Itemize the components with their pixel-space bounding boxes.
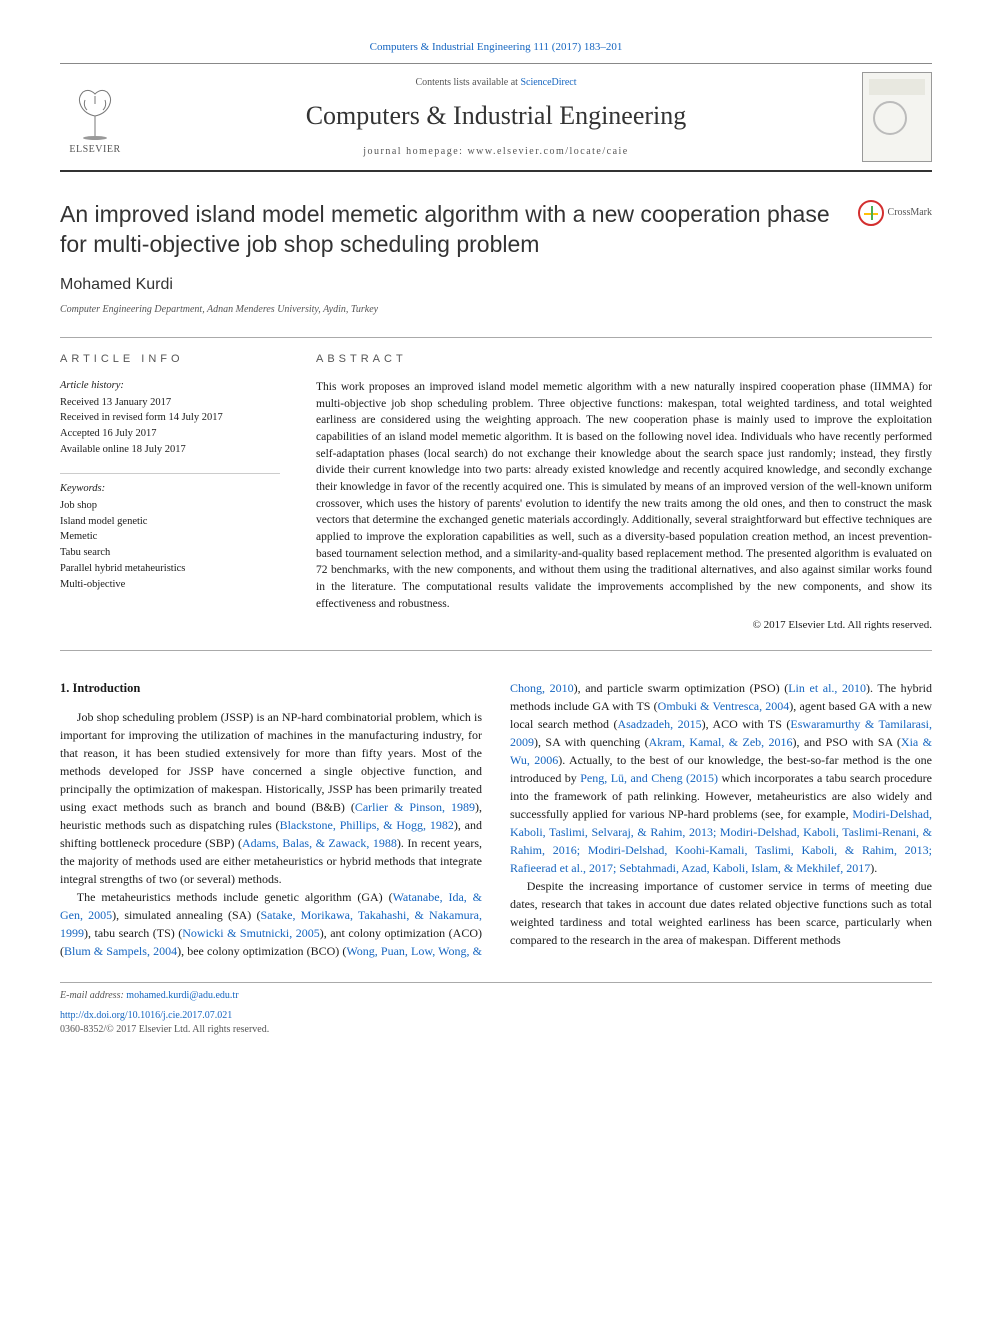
abstract-heading: ABSTRACT (316, 352, 932, 367)
article-info-block: ARTICLE INFO Article history: Received 1… (60, 352, 280, 634)
abstract-text: This work proposes an improved island mo… (316, 379, 932, 612)
keyword: Parallel hybrid metaheuristics (60, 562, 280, 577)
history-online: Available online 18 July 2017 (60, 443, 280, 458)
article-info-heading: ARTICLE INFO (60, 352, 280, 367)
body-text: ), SA with quenching ( (534, 735, 649, 749)
body-text: ), and particle swarm optimization (PSO)… (574, 681, 789, 695)
citation-link[interactable]: Lin et al., 2010 (788, 681, 866, 695)
author-affiliation: Computer Engineering Department, Adnan M… (60, 303, 932, 317)
author-name: Mohamed Kurdi (60, 274, 932, 296)
contents-prefix: Contents lists available at (415, 77, 520, 88)
crossmark-badge[interactable]: CrossMark (858, 200, 932, 226)
keyword: Job shop (60, 499, 280, 514)
crossmark-icon (858, 200, 884, 226)
body-columns: 1. Introduction Job shop scheduling prob… (60, 679, 932, 960)
history-accepted: Accepted 16 July 2017 (60, 427, 280, 442)
citation-link[interactable]: Blackstone, Phillips, & Hogg, 1982 (280, 818, 454, 832)
citation-link[interactable]: Blum & Sampels, 2004 (64, 944, 177, 958)
body-text: ), simulated annealing (SA) ( (112, 908, 260, 922)
journal-cover-thumb (862, 72, 932, 162)
keyword: Multi-objective (60, 578, 280, 593)
body-text: ), tabu search (TS) ( (84, 926, 182, 940)
history-label: Article history: (60, 379, 280, 394)
body-text: ). (870, 861, 877, 875)
history-received: Received 13 January 2017 (60, 396, 280, 411)
journal-homepage: journal homepage: www.elsevier.com/locat… (130, 145, 862, 159)
page-footer: E-mail address: mohamed.kurdi@adu.edu.tr… (60, 982, 932, 1037)
citation-link[interactable]: Asadzadeh, 2015 (617, 717, 701, 731)
journal-name: Computers & Industrial Engineering (130, 98, 862, 134)
elsevier-logo: ELSEVIER (60, 77, 130, 157)
section-heading-intro: 1. Introduction (60, 679, 482, 698)
elsevier-tree-icon (65, 86, 125, 141)
body-text: ), ACO with TS ( (702, 717, 791, 731)
issn-copyright: 0360-8352/© 2017 Elsevier Ltd. All right… (60, 1024, 269, 1035)
body-text: ), and PSO with SA ( (793, 735, 901, 749)
page-citation: Computers & Industrial Engineering 111 (… (60, 40, 932, 55)
keywords-label: Keywords: (60, 482, 280, 497)
author-email[interactable]: mohamed.kurdi@adu.edu.tr (126, 990, 238, 1001)
crossmark-label: CrossMark (888, 206, 932, 220)
citation-link[interactable]: Adams, Balas, & Zawack, 1988 (242, 836, 397, 850)
email-label: E-mail address: (60, 990, 126, 1001)
history-revised: Received in revised form 14 July 2017 (60, 411, 280, 426)
citation-link[interactable]: Carlier & Pinson, 1989 (355, 800, 475, 814)
body-text: Job shop scheduling problem (JSSP) is an… (60, 710, 482, 814)
publisher-name: ELSEVIER (69, 143, 120, 157)
keyword: Island model genetic (60, 515, 280, 530)
contents-line: Contents lists available at ScienceDirec… (130, 76, 862, 90)
body-paragraph: Job shop scheduling problem (JSSP) is an… (60, 708, 482, 888)
keyword: Tabu search (60, 546, 280, 561)
journal-header: ELSEVIER Contents lists available at Sci… (60, 63, 932, 172)
citation-link[interactable]: Ombuki & Ventresca, 2004 (658, 699, 790, 713)
article-title: An improved island model memetic algorit… (60, 200, 858, 260)
body-text: ), bee colony optimization (BCO) ( (177, 944, 346, 958)
citation-link[interactable]: Akram, Kamal, & Zeb, 2016 (649, 735, 793, 749)
doi-link[interactable]: http://dx.doi.org/10.1016/j.cie.2017.07.… (60, 1009, 932, 1023)
citation-link[interactable]: Peng, Lü, and Cheng (2015) (580, 771, 718, 785)
abstract-copyright: © 2017 Elsevier Ltd. All rights reserved… (316, 618, 932, 633)
citation-link[interactable]: Nowicki & Smutnicki, 2005 (182, 926, 319, 940)
sciencedirect-link[interactable]: ScienceDirect (520, 77, 576, 88)
body-paragraph: Despite the increasing importance of cus… (510, 877, 932, 949)
abstract-block: ABSTRACT This work proposes an improved … (316, 352, 932, 634)
body-text: The metaheuristics methods include genet… (77, 890, 393, 904)
keyword: Memetic (60, 530, 280, 545)
